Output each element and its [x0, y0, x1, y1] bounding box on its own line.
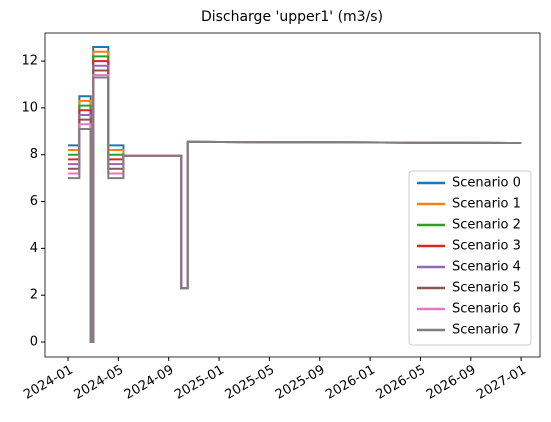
legend-label: Scenario 7 — [452, 323, 521, 338]
legend-label: Scenario 2 — [452, 218, 521, 233]
y-tick-label: 2 — [30, 288, 38, 303]
y-tick-label: 10 — [21, 100, 38, 115]
legend-label: Scenario 4 — [452, 260, 521, 275]
x-tick-label: 2025-05 — [223, 363, 278, 403]
legend-label: Scenario 3 — [452, 239, 521, 254]
legend-label: Scenario 1 — [452, 197, 521, 212]
y-tick-label: 0 — [30, 335, 38, 350]
x-tick-label: 2024-01 — [21, 363, 76, 403]
x-tick-label: 2026-09 — [424, 363, 479, 403]
series-line — [68, 76, 522, 344]
x-tick-label: 2024-09 — [122, 363, 177, 403]
x-tick-label: 2026-01 — [323, 363, 378, 403]
plot-frame — [44, 32, 541, 358]
x-tick-label: 2027-01 — [474, 363, 529, 403]
x-tick-label: 2025-09 — [273, 363, 328, 403]
legend-label: Scenario 0 — [452, 176, 521, 191]
y-tick-label: 6 — [30, 194, 38, 209]
y-tick-label: 12 — [21, 54, 38, 69]
legend-label: Scenario 6 — [452, 302, 521, 317]
y-tick-label: 8 — [30, 147, 38, 162]
y-tick-label: 4 — [30, 241, 38, 256]
legend-box — [408, 170, 532, 346]
legend-label: Scenario 5 — [452, 281, 521, 296]
x-tick-label: 2025-01 — [172, 363, 227, 403]
x-tick-label: 2024-05 — [72, 363, 127, 403]
chart-title: Discharge 'upper1' (m3/s) — [201, 9, 383, 25]
x-tick-label: 2026-05 — [374, 363, 429, 403]
